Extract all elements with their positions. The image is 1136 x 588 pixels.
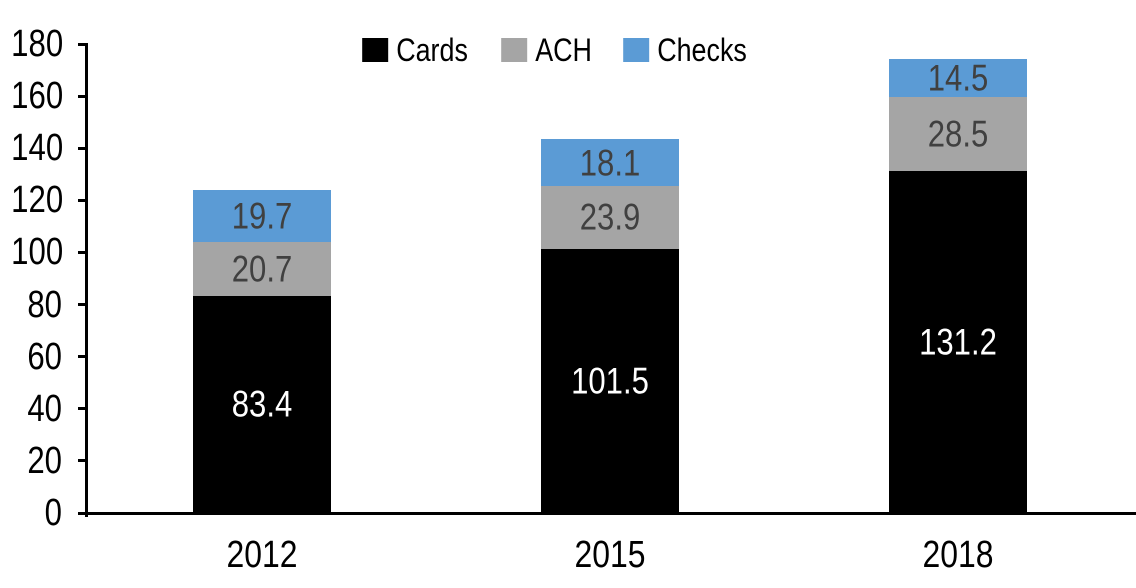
y-axis-tick <box>78 146 88 150</box>
x-axis-line <box>78 511 1136 515</box>
bar-segment-checks-2012 <box>193 190 331 242</box>
bar-label-cards-2012: 83.4 <box>231 383 293 425</box>
bar-segment-ach-2018 <box>889 96 1027 172</box>
x-axis-label-2015: 2015 <box>574 534 646 576</box>
bar-label-ach-2018: 28.5 <box>927 113 989 155</box>
chart-legend: Cards ACH Checks <box>362 32 764 68</box>
bar-label-ach-2012: 20.7 <box>231 248 293 290</box>
y-axis-tick <box>78 407 88 411</box>
legend-label-cards: Cards <box>396 32 468 68</box>
y-axis-tick <box>78 94 88 98</box>
x-axis-label-2018: 2018 <box>922 534 994 576</box>
bar-segment-checks-2015 <box>541 139 679 187</box>
y-axis-tick <box>78 198 88 202</box>
y-axis-tick <box>78 459 88 463</box>
legend-item-ach: ACH <box>501 32 604 68</box>
bar-label-checks-2012: 19.7 <box>231 195 293 237</box>
x-axis-label-2012: 2012 <box>226 534 298 576</box>
y-axis-tick <box>78 250 88 254</box>
y-axis-tick-label: 0 <box>44 492 62 534</box>
y-axis-tick-label: 140 <box>11 127 64 170</box>
y-axis-tick-label: 160 <box>11 75 64 118</box>
bar-segment-checks-2018 <box>889 59 1027 97</box>
bar-label-ach-2015: 23.9 <box>579 196 641 238</box>
y-axis-tick-label: 180 <box>11 23 64 65</box>
bar-label-cards-2015: 101.5 <box>571 360 649 402</box>
bar-segment-ach-2012 <box>193 241 331 296</box>
bar-segment-ach-2015 <box>541 186 679 249</box>
y-axis-tick <box>78 303 88 307</box>
y-axis-tick-label: 40 <box>27 387 62 430</box>
legend-label-ach: ACH <box>535 32 593 68</box>
bar-segment-cards-2018 <box>889 171 1027 513</box>
bar-label-checks-2015: 18.1 <box>579 142 641 184</box>
legend-item-cards: Cards <box>362 34 481 66</box>
y-axis-tick-label: 20 <box>27 439 62 482</box>
y-axis-line <box>85 44 88 517</box>
y-axis-tick-label: 60 <box>27 335 62 378</box>
y-axis-tick <box>78 355 88 359</box>
bar-label-checks-2018: 14.5 <box>927 57 989 99</box>
y-axis-tick <box>78 42 88 46</box>
legend-marker-checks-icon <box>623 38 650 62</box>
bar-segment-cards-2012 <box>193 295 331 513</box>
y-axis-tick-label: 80 <box>27 283 62 326</box>
legend-item-checks: Checks <box>623 34 764 66</box>
y-axis-tick-label: 120 <box>11 179 64 222</box>
bar-label-cards-2018: 131.2 <box>919 321 997 363</box>
y-axis-tick-label: 100 <box>11 231 64 274</box>
legend-label-checks: Checks <box>657 32 747 68</box>
bar-segment-cards-2015 <box>541 248 679 513</box>
legend-marker-ach-icon <box>501 38 528 62</box>
legend-marker-cards-icon <box>362 38 389 62</box>
